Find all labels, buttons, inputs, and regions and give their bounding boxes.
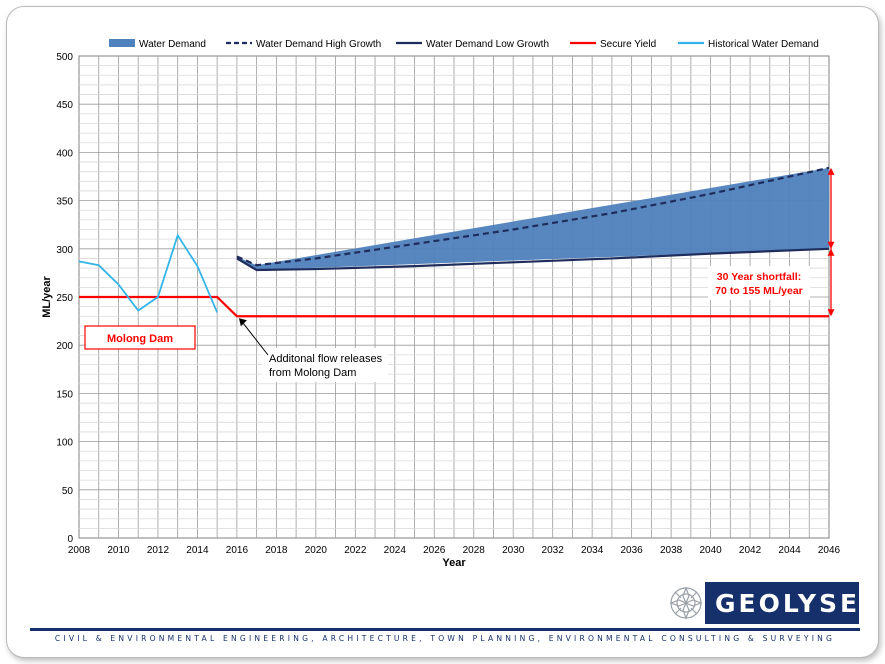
y-axis-title: ML/year: [41, 275, 53, 317]
shortfall-arrow-bottom: [827, 309, 835, 317]
company-tagline: CIVIL & ENVIRONMENTAL ENGINEERING, ARCHI…: [54, 634, 836, 643]
series-line-water-demand-high-growth: [236, 166, 830, 267]
water-demand-area: [236, 167, 830, 271]
chart-legend: Water Demand Water Demand High Growth Wate…: [109, 39, 819, 50]
y-tick-label: 200: [56, 341, 73, 352]
flow-release-text-1: Additonal flow releases: [269, 353, 383, 365]
y-tick-label: 250: [56, 293, 73, 304]
y-tick-label: 500: [56, 52, 73, 63]
x-tick-label: 2026: [423, 545, 446, 556]
x-axis-title: Year: [442, 557, 466, 569]
x-tick-label: 2020: [305, 545, 328, 556]
legend-label: Water Demand High Growth: [256, 39, 381, 50]
flow-release-box: [262, 348, 388, 382]
x-tick-label: 2040: [699, 545, 722, 556]
x-tick-label: 2032: [542, 545, 565, 556]
x-tick-label: 2010: [107, 545, 130, 556]
series-line-water-demand-low-growth: [236, 247, 830, 272]
x-tick-label: 2046: [818, 545, 841, 556]
y-tick-label: 50: [62, 486, 74, 497]
shortfall-arrow-mid-down: [827, 241, 835, 249]
y-tick-label: 300: [56, 245, 73, 256]
flow-release-arrow-line: [240, 319, 269, 356]
x-tick-label: 2014: [186, 545, 209, 556]
shortfall-label-2: 70 to 155 ML/year: [715, 285, 803, 297]
logo-text: GEOLYSE: [715, 588, 861, 618]
x-tick-label: 2034: [581, 545, 604, 556]
x-tick-label: 2018: [265, 545, 288, 556]
legend-label: Water Demand: [139, 39, 206, 50]
x-tick-label: 2030: [502, 545, 525, 556]
legend-label: Water Demand Low Growth: [426, 39, 549, 50]
shortfall-label-1: 30 Year shortfall:: [717, 271, 801, 283]
chart-annotations: Molong Dam Additonal flow releases from Mo…: [84, 167, 835, 382]
x-tick-label: 2036: [621, 545, 644, 556]
water-demand-area-fill: [236, 167, 830, 271]
geolyse-logo: GEOLYSE: [667, 582, 859, 624]
x-tick-label: 2008: [68, 545, 91, 556]
y-tick-label: 350: [56, 197, 73, 208]
shortfall-label-box: [708, 266, 810, 300]
x-tick-label: 2042: [739, 545, 762, 556]
x-tick-label: 2024: [384, 545, 407, 556]
flow-release-arrow-head: [238, 318, 247, 327]
molong-dam-label: Molong Dam: [107, 333, 173, 345]
chart-series: [78, 166, 830, 318]
y-tick-label: 400: [56, 148, 73, 159]
logo-emblem-icon: [667, 582, 705, 624]
molong-dam-box: [84, 325, 196, 350]
x-tick-label: 2028: [463, 545, 486, 556]
legend-label: Secure Yield: [600, 39, 656, 50]
chart-axes: 0 50 100 150 200 250 300 350 400 450 500 2008 2010 20…: [41, 52, 841, 569]
flow-release-text-2: from Molong Dam: [269, 367, 356, 379]
footer-divider: [30, 628, 860, 631]
legend-swatch-water-demand: [109, 39, 135, 47]
y-tick-label: 0: [67, 534, 73, 545]
shortfall-arrow-top: [827, 167, 835, 175]
x-tick-label: 2044: [778, 545, 801, 556]
x-tick-label: 2016: [226, 545, 249, 556]
series-line-secure-yield: [79, 295, 829, 318]
y-tick-label: 150: [56, 389, 73, 400]
x-tick-label: 2012: [147, 545, 170, 556]
x-tick-label: 2022: [344, 545, 367, 556]
x-tick-label: 2038: [660, 545, 683, 556]
series-line-historical-water-demand: [78, 233, 218, 313]
shortfall-arrow-mid-up: [827, 248, 835, 256]
y-tick-label: 450: [56, 100, 73, 111]
legend-label: Historical Water Demand: [708, 39, 819, 50]
y-tick-label: 100: [56, 438, 73, 449]
